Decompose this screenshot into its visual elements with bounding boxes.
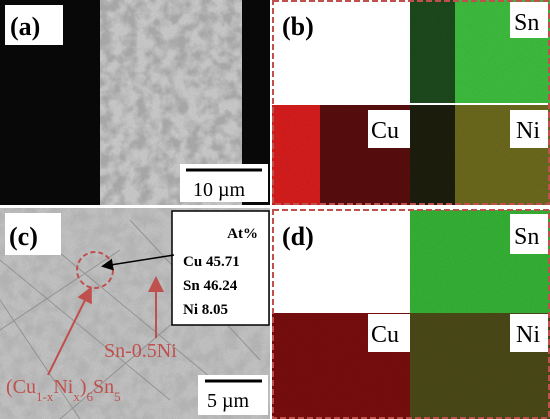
table-row: Sn 46.24	[183, 278, 238, 294]
formula-text: Ni	[53, 376, 73, 398]
label-box	[510, 2, 548, 38]
element-label: Ni	[516, 118, 540, 144]
label-box	[5, 213, 61, 255]
element-label: Sn	[514, 224, 539, 250]
value: 46.24	[203, 278, 237, 294]
formula-text: (Cu	[6, 376, 36, 398]
element: Ni	[183, 302, 198, 318]
element-label: Sn	[514, 10, 539, 36]
panel-d: (d) Sn Cu Ni	[272, 209, 550, 419]
scale-label: 5 µm	[207, 390, 250, 412]
subscript: 1-x	[36, 389, 54, 404]
label-box	[510, 314, 548, 352]
value: 8.05	[202, 302, 228, 318]
panel-label: (a)	[10, 12, 40, 41]
panel-c: (c) At% Cu 45.71 Sn 46.24 Ni 8.05 Sn-0.5…	[0, 208, 270, 419]
scale-label: 10 µm	[193, 179, 246, 201]
label-box	[368, 314, 410, 352]
element-label: Cu	[371, 322, 399, 348]
element: Sn	[183, 278, 200, 294]
subscript: 5	[114, 389, 121, 404]
element-label: Ni	[516, 322, 540, 348]
panel-b: (b) Sn Cu Ni	[272, 0, 550, 205]
label-box	[510, 214, 548, 254]
matrix-label: Sn-0.5Ni	[104, 340, 177, 362]
element: Cu	[183, 254, 202, 270]
panel-border	[272, 0, 550, 205]
table-header: At%	[227, 226, 258, 242]
panel-label: (d)	[282, 222, 314, 251]
formula-text: )	[80, 376, 87, 398]
element-label: Cu	[371, 118, 399, 144]
label-box	[5, 5, 63, 45]
label-box	[368, 110, 410, 148]
arrow	[47, 286, 92, 376]
panel-a: (a) 10 µm	[0, 0, 270, 205]
label-box	[510, 110, 548, 148]
panel-border	[272, 209, 550, 419]
panel-label: (c)	[9, 222, 38, 251]
phase-label: (Cu1-xNix)6Sn5	[6, 376, 121, 404]
arrow	[101, 254, 175, 271]
map-cu-substrate	[272, 105, 320, 205]
table-row: Ni 8.05	[183, 302, 228, 318]
formula-text: Sn	[93, 376, 114, 398]
subscript: 6	[87, 389, 94, 404]
panel-label: (b)	[282, 12, 314, 41]
value: 45.71	[206, 254, 240, 270]
map-ni-dark	[410, 105, 455, 205]
subscript: x	[73, 389, 80, 404]
table-row: Cu 45.71	[183, 254, 240, 270]
composition-box	[171, 210, 270, 326]
